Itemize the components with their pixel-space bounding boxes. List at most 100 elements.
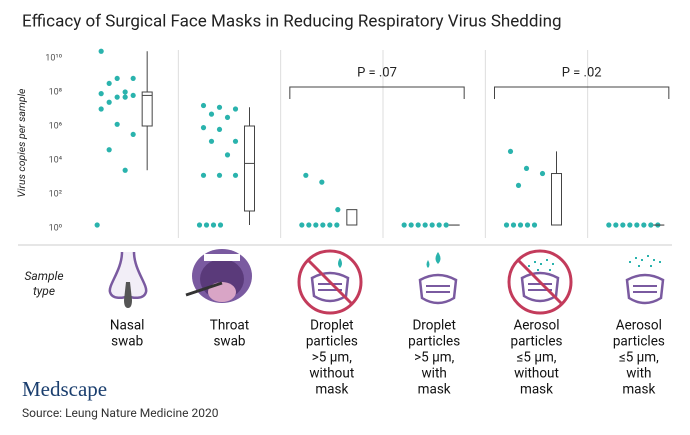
- x-tick-label: particles: [306, 334, 358, 350]
- x-tick-label: mask: [418, 382, 451, 398]
- point: [98, 106, 104, 112]
- point: [415, 222, 421, 228]
- point: [648, 222, 654, 228]
- x-tick-label: Droplet: [412, 318, 455, 334]
- x-tick-label: Aerosol: [513, 318, 559, 334]
- point: [515, 182, 522, 189]
- point: [507, 148, 514, 155]
- point: [335, 207, 341, 213]
- point: [114, 75, 120, 82]
- point: [627, 222, 633, 228]
- point: [539, 170, 546, 177]
- point: [531, 222, 538, 228]
- x-tick-label: with: [626, 366, 651, 382]
- swab-icon: [124, 282, 132, 308]
- point: [114, 121, 120, 127]
- x-tick-label: mask: [622, 382, 655, 398]
- point: [641, 222, 647, 228]
- point: [524, 222, 531, 228]
- y-axis-label: Virus copies per sample: [15, 88, 28, 198]
- swab-icon: [185, 281, 223, 297]
- y-tick-label: 10⁴: [49, 155, 63, 165]
- point: [606, 222, 612, 228]
- x-tick-label: >5 µm,: [312, 350, 352, 366]
- x-tick-label: mask: [520, 382, 553, 398]
- point: [122, 94, 128, 100]
- x-tick-label: with: [422, 366, 447, 382]
- point: [517, 222, 524, 228]
- tongue: [208, 282, 236, 302]
- x-tick-label: particles: [510, 334, 562, 350]
- x-tick-label: without: [514, 366, 559, 382]
- point: [306, 222, 312, 228]
- teeth: [204, 254, 240, 261]
- point: [299, 222, 305, 228]
- point: [130, 75, 136, 82]
- y-tick-label: 10²: [49, 189, 62, 199]
- y-tick-label: 10⁶: [49, 121, 62, 131]
- point: [98, 48, 104, 54]
- point: [232, 106, 239, 112]
- point: [401, 222, 407, 228]
- x-axis-label: Sample: [25, 269, 64, 283]
- point: [106, 80, 112, 87]
- point: [94, 222, 100, 228]
- point: [122, 89, 128, 95]
- x-tick-label: ≤5 µm,: [517, 350, 557, 366]
- source: Source: Leung Nature Medicine 2020: [22, 406, 219, 420]
- point: [620, 222, 626, 228]
- box: [551, 173, 562, 226]
- point: [216, 104, 223, 110]
- logo: Medscape: [22, 377, 107, 401]
- annotation: P = .07: [357, 65, 397, 80]
- point: [224, 152, 231, 158]
- point: [408, 222, 414, 228]
- chart-title: Efficacy of Surgical Face Masks in Reduc…: [22, 11, 562, 31]
- x-tick-label: Nasal: [110, 318, 145, 334]
- point: [216, 126, 223, 133]
- mask-icon: [297, 249, 363, 315]
- x-tick-label: swab: [213, 334, 245, 350]
- point: [217, 222, 224, 228]
- mask-icon: [418, 252, 458, 305]
- point: [634, 222, 640, 228]
- point: [98, 91, 104, 97]
- x-tick-label: particles: [613, 334, 665, 350]
- mask-icon: [507, 249, 573, 315]
- point: [196, 222, 203, 228]
- bracket: [289, 86, 465, 99]
- point: [503, 222, 510, 228]
- point: [436, 222, 442, 228]
- point: [232, 138, 239, 144]
- point: [200, 125, 207, 131]
- point: [334, 222, 340, 228]
- point: [208, 111, 215, 117]
- point: [106, 147, 112, 153]
- point: [106, 99, 112, 105]
- point: [313, 222, 319, 228]
- annotation: P = .02: [562, 65, 602, 80]
- mask-icon: [625, 255, 665, 305]
- point: [208, 138, 215, 144]
- x-tick-label: Droplet: [310, 318, 353, 334]
- y-tick-label: 10⁰: [49, 223, 62, 233]
- x-tick-label: particles: [408, 334, 460, 350]
- bracket: [494, 86, 670, 99]
- point: [210, 222, 217, 228]
- box: [141, 91, 153, 127]
- x-tick-label: mask: [315, 382, 348, 398]
- point: [320, 222, 326, 228]
- icons: [108, 249, 665, 315]
- y-tick-label: 10⁸: [49, 87, 62, 97]
- point: [327, 222, 333, 228]
- point: [319, 179, 325, 185]
- x-tick-label: without: [309, 366, 354, 382]
- point: [443, 222, 449, 228]
- point: [303, 172, 309, 178]
- y-tick-label: 10¹⁰: [45, 53, 62, 63]
- point: [613, 222, 619, 228]
- point: [114, 94, 120, 100]
- x-tick-label: >5 µm,: [414, 350, 454, 366]
- point: [200, 172, 207, 178]
